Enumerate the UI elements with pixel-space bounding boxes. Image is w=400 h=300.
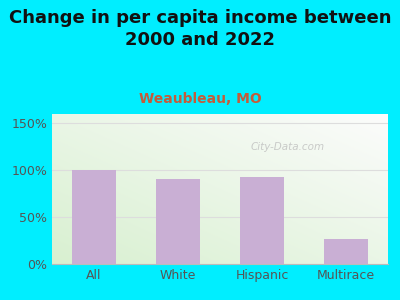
Text: City-Data.com: City-Data.com bbox=[250, 142, 324, 152]
Bar bbox=[324, 239, 368, 264]
Bar bbox=[240, 177, 284, 264]
Text: Change in per capita income between
2000 and 2022: Change in per capita income between 2000… bbox=[9, 9, 391, 49]
Bar bbox=[72, 170, 116, 264]
Text: Weaubleau, MO: Weaubleau, MO bbox=[139, 92, 261, 106]
Bar bbox=[156, 179, 200, 264]
